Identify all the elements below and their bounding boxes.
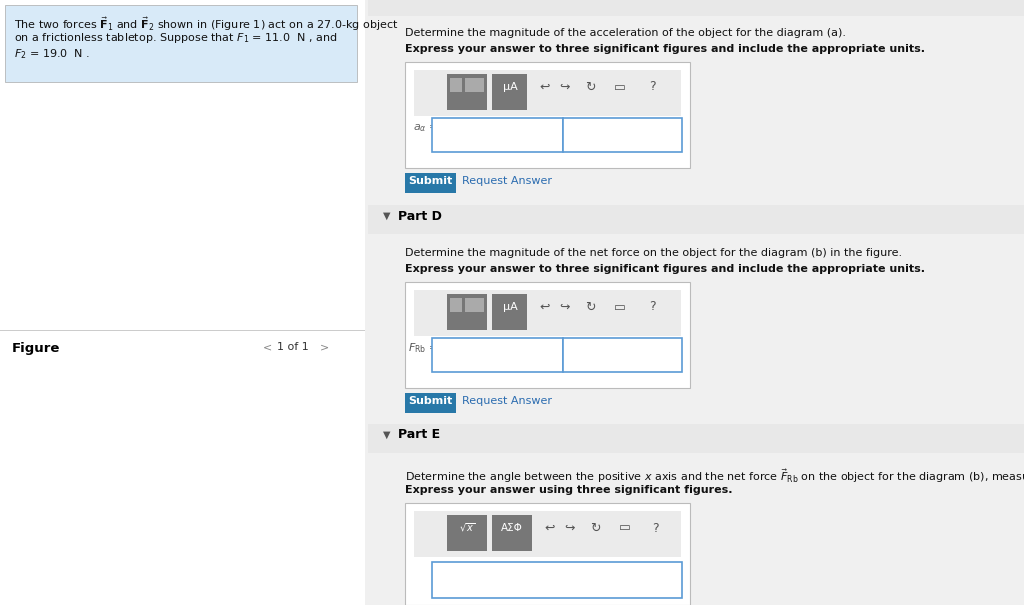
Text: ↪: ↪ — [560, 80, 570, 94]
Text: Determine the angle between the positive $x$ axis and the net force $\vec{F}_{\m: Determine the angle between the positive… — [406, 467, 1024, 485]
Text: ?: ? — [651, 522, 658, 534]
Text: ↩: ↩ — [540, 80, 550, 94]
Text: $\sqrt{x}$: $\sqrt{x}$ — [459, 522, 475, 534]
Text: Figure: Figure — [12, 342, 60, 355]
Text: Express your answer to three significant figures and include the appropriate uni: Express your answer to three significant… — [406, 264, 925, 274]
Text: on a frictionless tabletop. Suppose that $F_1$ = 11.0  N , and: on a frictionless tabletop. Suppose that… — [14, 31, 338, 45]
Text: $\vec{F}_1$: $\vec{F}_1$ — [288, 550, 301, 569]
Text: $\vec{F}_1$: $\vec{F}_1$ — [5, 450, 18, 469]
Text: ▭: ▭ — [614, 301, 626, 313]
Text: (a): (a) — [83, 580, 99, 594]
Text: x: x — [172, 460, 179, 470]
Text: ▼: ▼ — [383, 211, 390, 221]
Text: Units: Units — [599, 353, 635, 367]
Text: y: y — [251, 359, 257, 370]
Text: 90°: 90° — [58, 494, 75, 504]
Text: $F_2$ = 19.0  N .: $F_2$ = 19.0 N . — [14, 47, 90, 60]
Text: ▭: ▭ — [620, 522, 631, 534]
Text: $\vec{F}_2$: $\vec{F}_2$ — [252, 375, 265, 394]
Text: ↪: ↪ — [560, 301, 570, 313]
Text: Part D: Part D — [398, 209, 442, 223]
Text: $F_{\mathrm{Rb}}$ =: $F_{\mathrm{Rb}}$ = — [408, 341, 438, 355]
Text: The two forces $\vec{\mathbf{F}}_1$ and $\vec{\mathbf{F}}_2$ shown in (Figure 1): The two forces $\vec{\mathbf{F}}_1$ and … — [14, 15, 398, 33]
Text: Submit: Submit — [408, 176, 453, 186]
Text: μA: μA — [503, 302, 517, 312]
Text: Submit: Submit — [408, 396, 453, 406]
Text: Request Answer: Request Answer — [462, 176, 552, 186]
Text: Units: Units — [599, 132, 635, 146]
Text: ↻: ↻ — [585, 80, 595, 94]
Text: Value: Value — [451, 353, 489, 367]
Text: 1 of 1: 1 of 1 — [278, 342, 309, 352]
Text: Request Answer: Request Answer — [462, 396, 552, 406]
Text: (b): (b) — [258, 580, 275, 594]
Text: Determine the magnitude of the net force on the object for the diagram (b) in th: Determine the magnitude of the net force… — [406, 248, 902, 258]
Text: $a_\alpha$ =: $a_\alpha$ = — [413, 122, 439, 134]
Text: Value: Value — [451, 132, 489, 146]
Text: Part E: Part E — [398, 428, 440, 442]
Text: Express your answer to three significant figures and include the appropriate uni: Express your answer to three significant… — [406, 44, 925, 54]
Text: ↩: ↩ — [540, 301, 550, 313]
Text: Determine the magnitude of the acceleration of the object for the diagram (a).: Determine the magnitude of the accelerat… — [406, 28, 846, 38]
Text: 120°: 120° — [268, 489, 292, 499]
Text: ?: ? — [648, 80, 655, 94]
Text: ↩: ↩ — [545, 522, 555, 534]
Text: ↻: ↻ — [590, 522, 600, 534]
Text: ↪: ↪ — [565, 522, 575, 534]
Text: y: y — [94, 359, 101, 370]
Text: >: > — [319, 342, 330, 352]
Text: AΣΦ: AΣΦ — [501, 523, 523, 533]
Text: $\vec{F}_2$: $\vec{F}_2$ — [95, 563, 109, 582]
Text: ▭: ▭ — [614, 80, 626, 94]
Text: <: < — [263, 342, 272, 352]
Text: x: x — [345, 460, 352, 470]
Text: μA: μA — [503, 82, 517, 92]
Text: Express your answer using three significant figures.: Express your answer using three signific… — [406, 485, 732, 495]
Text: ▼: ▼ — [383, 430, 390, 440]
Text: ↻: ↻ — [585, 301, 595, 313]
Text: ?: ? — [648, 301, 655, 313]
